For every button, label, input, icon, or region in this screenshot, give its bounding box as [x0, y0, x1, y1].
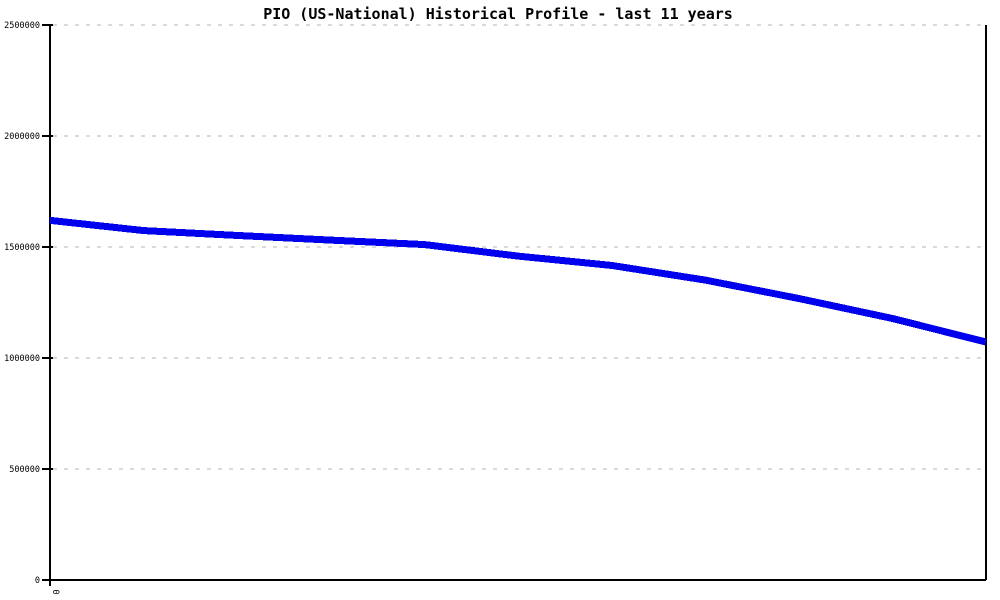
y-tick-label: 1500000	[4, 243, 40, 253]
y-tick-label: 1000000	[4, 354, 40, 364]
chart-title: PIO (US-National) Historical Profile - l…	[263, 5, 733, 23]
x-tick-label: 0	[50, 589, 60, 594]
y-tick-label: 2000000	[4, 132, 40, 142]
y-tick-label: 2500000	[4, 21, 40, 31]
y-tick-label: 0	[35, 576, 40, 586]
data-line-pio	[50, 216, 986, 346]
y-tick-label: 500000	[9, 465, 40, 475]
